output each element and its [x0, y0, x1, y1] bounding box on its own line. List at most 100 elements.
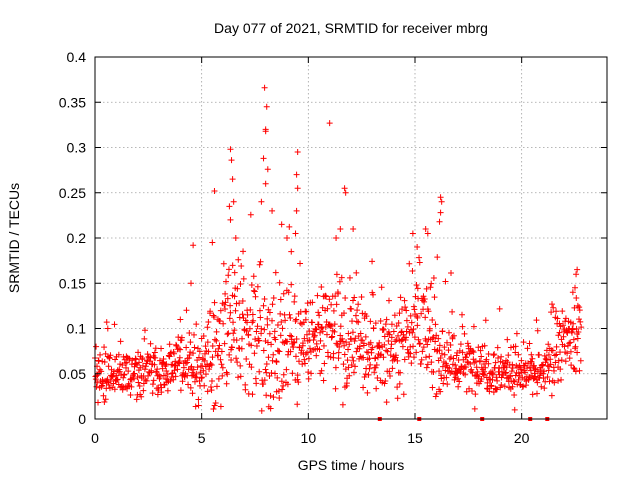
data-point	[209, 343, 216, 350]
data-point	[423, 285, 430, 292]
data-point	[381, 341, 388, 348]
data-point	[227, 309, 234, 316]
data-point	[220, 260, 227, 267]
data-point	[283, 366, 290, 373]
data-point	[201, 357, 208, 364]
data-point	[305, 375, 312, 382]
data-point	[154, 391, 161, 398]
data-point	[354, 307, 361, 314]
data-point	[367, 339, 374, 346]
data-point	[472, 391, 479, 398]
data-point	[482, 364, 489, 371]
data-point	[438, 375, 445, 382]
data-point	[215, 375, 222, 382]
data-point	[200, 333, 207, 340]
data-point	[103, 319, 110, 326]
data-point	[429, 316, 436, 323]
data-point	[552, 359, 559, 366]
data-point	[353, 269, 360, 276]
data-point	[235, 345, 242, 352]
data-point	[450, 355, 457, 362]
data-point	[404, 323, 411, 330]
data-point	[370, 291, 377, 298]
data-point	[360, 340, 367, 347]
data-point	[429, 384, 436, 391]
x-tick-label: 15	[407, 430, 423, 446]
data-point	[176, 354, 183, 361]
data-point	[258, 407, 265, 414]
data-point	[247, 211, 254, 218]
data-point	[420, 344, 427, 351]
data-point	[262, 366, 269, 373]
data-point	[345, 330, 352, 337]
data-point	[200, 367, 207, 374]
data-point	[402, 304, 409, 311]
data-point	[192, 403, 199, 410]
data-point	[291, 298, 298, 305]
data-point	[120, 353, 127, 360]
data-point	[494, 386, 501, 393]
data-point	[384, 348, 391, 355]
data-point	[409, 329, 416, 336]
data-point	[457, 368, 464, 375]
data-point	[276, 394, 283, 401]
data-point	[383, 347, 390, 354]
data-point	[291, 293, 298, 300]
data-point	[277, 296, 284, 303]
data-point	[263, 369, 270, 376]
data-point	[533, 317, 540, 324]
data-point	[224, 371, 231, 378]
data-point	[342, 189, 349, 196]
data-point	[195, 354, 202, 361]
data-point	[349, 354, 356, 361]
data-point	[217, 356, 224, 363]
data-point	[327, 354, 334, 361]
data-point	[436, 342, 443, 349]
y-tick-label: 0.1	[67, 321, 87, 337]
data-point	[436, 368, 443, 375]
data-point	[331, 328, 338, 335]
data-point	[345, 364, 352, 371]
data-point	[424, 361, 431, 368]
data-point	[93, 343, 100, 350]
data-point	[366, 365, 373, 372]
data-point	[342, 294, 349, 301]
data-point	[228, 344, 235, 351]
data-point	[520, 383, 527, 390]
data-point	[433, 390, 440, 397]
data-point	[293, 207, 300, 214]
data-point	[459, 311, 465, 318]
data-point	[407, 350, 414, 357]
data-point	[526, 364, 533, 371]
data-point	[278, 378, 285, 385]
data-point	[151, 349, 158, 356]
data-point	[153, 368, 160, 375]
data-point	[322, 292, 329, 299]
data-point	[475, 344, 482, 351]
data-point	[105, 379, 112, 386]
data-point	[566, 355, 573, 362]
data-point	[476, 358, 483, 365]
data-point	[449, 308, 456, 315]
data-point	[150, 377, 157, 384]
data-point	[414, 314, 421, 321]
data-point	[303, 308, 310, 315]
data-point	[575, 316, 582, 323]
data-point	[339, 338, 346, 345]
data-point	[463, 354, 470, 361]
data-point	[337, 323, 344, 330]
y-tick-label: 0.25	[59, 185, 86, 201]
data-point	[318, 324, 325, 331]
data-point	[511, 406, 518, 413]
data-point	[363, 313, 370, 320]
data-point	[455, 375, 462, 382]
data-point	[139, 356, 146, 363]
data-point	[350, 369, 357, 376]
data-point	[285, 289, 292, 296]
data-point	[213, 328, 220, 335]
data-point	[323, 293, 330, 300]
data-point	[216, 342, 223, 349]
data-point	[414, 244, 421, 251]
data-point	[553, 351, 560, 358]
data-point	[223, 380, 230, 387]
